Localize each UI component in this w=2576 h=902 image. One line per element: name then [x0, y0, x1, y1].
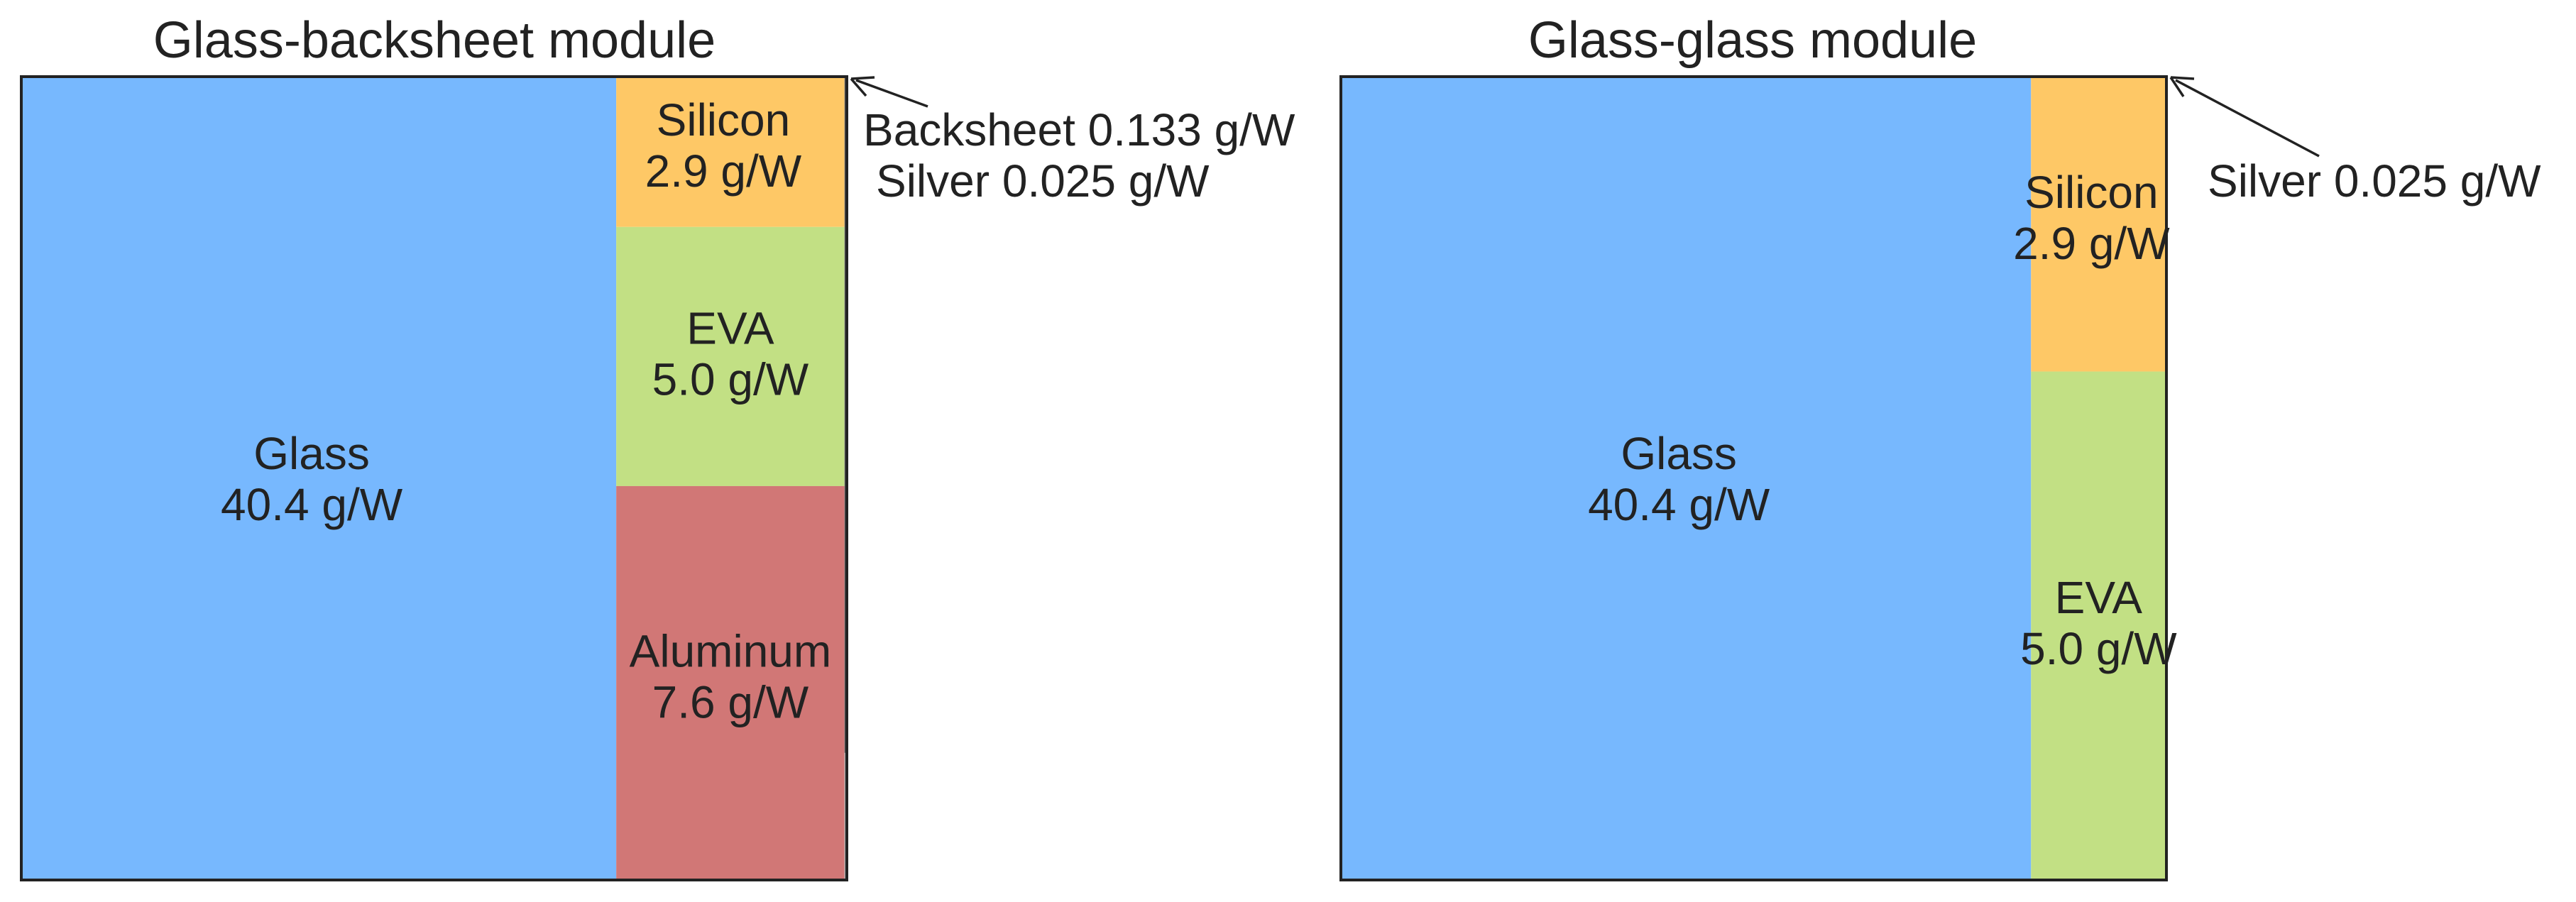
annotation-silver: Silver 0.025 g/W — [2208, 155, 2541, 207]
cell-aluminum — [616, 485, 845, 880]
label-eva-value: 5.0 g/W — [652, 353, 809, 405]
label-silicon-value: 2.9 g/W — [645, 145, 802, 197]
treemap-cells — [1341, 77, 2166, 880]
cell-eva — [2031, 371, 2166, 880]
annotation-backsheet: Backsheet 0.133 g/W — [863, 104, 1295, 155]
cell-glass — [21, 77, 617, 880]
label-silicon-name: Silicon — [657, 94, 791, 145]
cell-silicon — [2031, 77, 2166, 372]
treemap-cells — [21, 77, 847, 880]
cell-eva — [616, 226, 845, 486]
label-glass-name: Glass — [253, 428, 370, 479]
chart-title: Glass-backsheet module — [153, 12, 716, 69]
cell-glass — [1341, 77, 2032, 880]
annotation-silver: Silver 0.025 g/W — [876, 155, 1210, 207]
label-glass-value: 40.4 g/W — [221, 479, 403, 530]
label-silicon-value: 2.9 g/W — [2013, 218, 2170, 269]
plot-frame — [20, 75, 848, 881]
annotation-arrow — [2175, 79, 2320, 158]
annotation-arrowhead — [850, 76, 875, 97]
chart-title: Glass-glass module — [1528, 12, 1977, 69]
label-eva-value: 5.0 g/W — [2020, 623, 2177, 674]
label-aluminum-value: 7.6 g/W — [652, 676, 809, 727]
label-silicon-name: Silicon — [2024, 167, 2159, 218]
label-glass-value: 40.4 g/W — [1588, 479, 1770, 530]
label-aluminum-name: Aluminum — [630, 625, 832, 676]
label-eva-name: EVA — [2055, 572, 2143, 623]
annotation-arrowhead — [2169, 76, 2195, 97]
cell-silicon — [616, 77, 845, 227]
plot-frame — [1339, 75, 2168, 881]
label-glass-name: Glass — [1621, 428, 1737, 479]
label-eva-name: EVA — [686, 302, 774, 353]
annotation-arrow — [855, 79, 928, 108]
